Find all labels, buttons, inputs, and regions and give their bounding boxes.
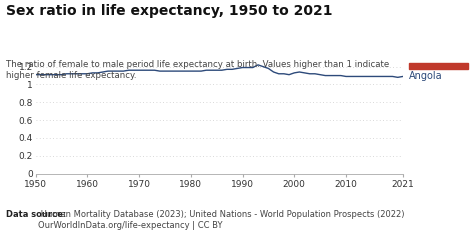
Text: Human Mortality Database (2023); United Nations - World Population Prospects (20: Human Mortality Database (2023); United …	[38, 210, 404, 230]
Text: Sex ratio in life expectancy, 1950 to 2021: Sex ratio in life expectancy, 1950 to 20…	[6, 4, 332, 18]
Text: Angola: Angola	[409, 71, 442, 81]
Bar	[409, 63, 468, 69]
Text: The ratio of female to male period life expectancy at birth. Values higher than : The ratio of female to male period life …	[6, 60, 389, 80]
Text: Our World
in Data: Our World in Data	[418, 26, 459, 39]
Text: Data source:: Data source:	[6, 210, 66, 218]
